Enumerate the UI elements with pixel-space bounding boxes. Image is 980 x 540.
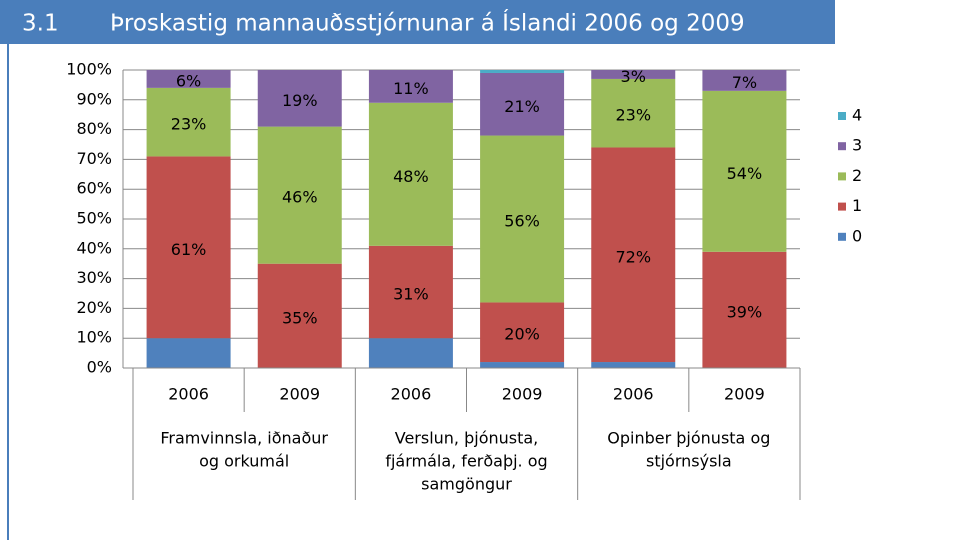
section-number: 3.1 <box>22 11 59 37</box>
legend-swatch <box>838 232 846 241</box>
group-label: Verslun, þjónusta, <box>395 429 539 448</box>
data-label: 46% <box>282 188 318 207</box>
data-label: 23% <box>615 106 651 125</box>
bar-segment <box>257 70 342 127</box>
data-label: 3% <box>621 67 646 86</box>
bar-segment <box>702 90 787 252</box>
bar-segment <box>368 245 453 339</box>
legend-label: 3 <box>852 136 862 155</box>
bar-segment <box>146 156 231 339</box>
group-label: og orkumál <box>199 452 289 471</box>
bar-segment <box>591 362 676 368</box>
legend-swatch <box>838 172 846 181</box>
bar-segment <box>480 302 565 363</box>
bar-segment <box>146 338 231 368</box>
y-tick-label: 60% <box>76 179 112 198</box>
data-label: 11% <box>393 79 429 98</box>
y-tick-label: 70% <box>76 149 112 168</box>
data-label: 21% <box>504 97 540 116</box>
bar-segment <box>368 102 453 246</box>
y-tick-label: 30% <box>76 268 112 287</box>
x-tick-label: 2006 <box>613 385 654 404</box>
data-label: 56% <box>504 212 540 231</box>
data-label: 48% <box>393 167 429 186</box>
y-tick-label: 90% <box>76 89 112 108</box>
data-label: 31% <box>393 285 429 304</box>
group-label: stjórnsýsla <box>646 452 732 471</box>
y-tick-label: 50% <box>76 209 112 228</box>
data-label: 54% <box>727 164 763 183</box>
group-label: Opinber þjónusta og <box>607 429 770 448</box>
bar-segment <box>480 70 565 73</box>
data-label: 23% <box>171 115 207 134</box>
legend-swatch <box>838 142 846 151</box>
x-tick-label: 2006 <box>168 385 209 404</box>
bar-segment <box>702 251 787 368</box>
x-tick-label: 2009 <box>279 385 320 404</box>
legend-label: 2 <box>852 166 862 185</box>
y-tick-label: 20% <box>76 298 112 317</box>
group-label: Framvinnsla, iðnaður <box>160 429 328 448</box>
y-tick-label: 100% <box>66 60 112 79</box>
bar-segment <box>702 70 787 91</box>
x-tick-label: 2006 <box>391 385 432 404</box>
data-label: 7% <box>732 73 757 92</box>
bar-segment <box>591 78 676 148</box>
bar-segment <box>257 126 342 264</box>
bar-segment <box>146 70 231 88</box>
x-tick-label: 2009 <box>502 385 543 404</box>
bar-segment <box>480 135 565 303</box>
bar-segment <box>368 338 453 368</box>
data-label: 61% <box>171 240 207 259</box>
data-label: 39% <box>727 302 763 321</box>
bar-segment <box>480 72 565 136</box>
data-label: 72% <box>615 247 651 266</box>
bar-segment <box>368 70 453 103</box>
group-label: samgöngur <box>421 475 512 494</box>
chart-title: Þroskastig mannauðsstjórnunar á Íslandi … <box>110 9 745 37</box>
bar-segment <box>591 70 676 79</box>
bar-segment <box>591 147 676 363</box>
legend-swatch <box>838 112 846 120</box>
y-tick-label: 10% <box>76 328 112 347</box>
legend-label: 4 <box>852 106 862 125</box>
header-bar <box>0 0 835 44</box>
data-label: 6% <box>176 71 201 90</box>
data-label: 35% <box>282 308 318 327</box>
legend-label: 0 <box>852 226 862 245</box>
y-tick-label: 0% <box>87 358 112 377</box>
legend-swatch <box>838 202 846 211</box>
y-tick-label: 80% <box>76 119 112 138</box>
bar-segment <box>146 87 231 157</box>
y-tick-label: 40% <box>76 238 112 257</box>
data-label: 20% <box>504 325 540 344</box>
data-label: 19% <box>282 91 318 110</box>
group-label: fjármála, ferðaþj. og <box>385 452 547 471</box>
bar-segment <box>480 362 565 368</box>
bar-segment <box>257 263 342 368</box>
legend-label: 1 <box>852 196 862 215</box>
x-tick-label: 2009 <box>724 385 765 404</box>
